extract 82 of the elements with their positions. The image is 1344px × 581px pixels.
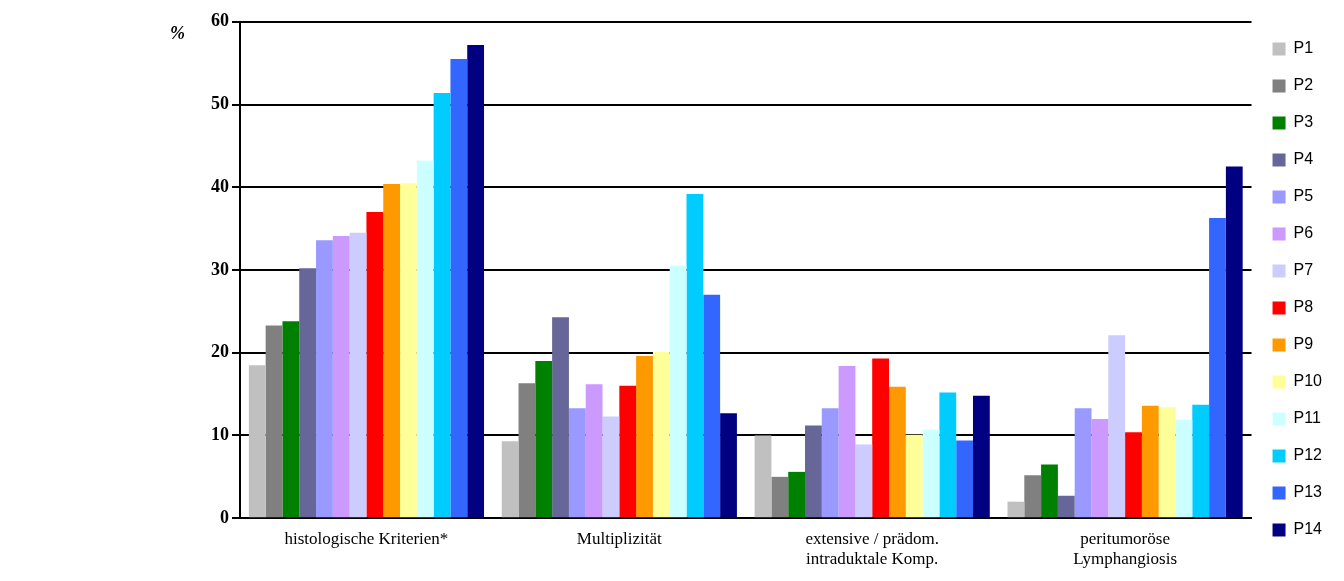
x-tick-label: peritumoröse Lymphangiosis — [1073, 528, 1178, 569]
legend-label: P6 — [1293, 224, 1314, 242]
bar — [349, 232, 367, 518]
legend-label: P1 — [1293, 39, 1314, 57]
bar — [602, 416, 620, 518]
bar — [905, 434, 923, 518]
legend-label: P11 — [1293, 409, 1321, 427]
bar — [1041, 464, 1058, 518]
bar — [1141, 405, 1159, 518]
bar — [720, 413, 737, 518]
y-tick-label: 60 — [211, 10, 229, 31]
bar — [366, 212, 384, 518]
bar — [585, 384, 603, 518]
bar — [1007, 501, 1025, 518]
bar — [416, 160, 434, 518]
bar — [265, 325, 283, 518]
bar — [1125, 432, 1142, 518]
bar — [1225, 166, 1243, 518]
bar — [855, 444, 873, 518]
bar — [1108, 335, 1126, 518]
y-tick-label: 30 — [211, 258, 229, 279]
bar — [872, 358, 890, 518]
legend-label: P5 — [1293, 187, 1314, 205]
bar — [669, 265, 687, 518]
bar — [552, 317, 569, 518]
legend-label: P4 — [1293, 150, 1314, 168]
bar — [771, 476, 789, 518]
x-tick-label: histologische Kriterien* — [284, 528, 449, 548]
legend-label: P14 — [1293, 520, 1323, 538]
bar — [652, 351, 670, 518]
legend-label: P2 — [1293, 76, 1314, 94]
bar — [788, 471, 806, 518]
legend-label: P7 — [1293, 261, 1314, 279]
bar — [1091, 418, 1109, 518]
y-tick-label: 20 — [211, 341, 229, 362]
bar — [973, 395, 990, 518]
bar — [299, 268, 317, 518]
bar — [501, 441, 519, 518]
legend-label: P8 — [1293, 298, 1314, 316]
x-tick-label: extensive / prädom. intraduktale Komp. — [805, 528, 940, 569]
bar — [400, 183, 417, 518]
bar — [636, 356, 653, 518]
bar — [248, 365, 266, 518]
x-tick-label: Multiplizität — [576, 528, 663, 548]
bar — [332, 236, 350, 518]
bar — [838, 365, 856, 518]
bar — [1024, 475, 1042, 518]
legend-label: P3 — [1293, 113, 1314, 131]
bar — [1209, 217, 1226, 518]
bar — [1158, 407, 1176, 518]
bar — [450, 59, 468, 518]
legend-label: P9 — [1293, 335, 1314, 353]
bar — [282, 321, 300, 518]
bar — [518, 383, 536, 518]
bar — [1074, 408, 1092, 518]
bar — [619, 385, 637, 518]
bar — [686, 193, 704, 518]
bar — [754, 435, 772, 518]
y-tick-label: 10 — [211, 424, 229, 445]
bar — [467, 44, 485, 518]
y-tick-label: 0 — [220, 506, 229, 527]
bar — [703, 294, 721, 518]
legend-label: P10 — [1293, 372, 1323, 390]
bar — [535, 361, 553, 518]
legend-label: P13 — [1293, 483, 1323, 501]
bar — [383, 183, 401, 518]
bar — [821, 408, 839, 518]
y-axis-title: % — [170, 23, 185, 44]
bar — [1192, 404, 1210, 518]
legend-label: P12 — [1293, 446, 1323, 464]
bar — [568, 408, 586, 518]
bar — [805, 425, 822, 518]
bar — [1175, 419, 1193, 518]
bar — [939, 392, 957, 518]
bar — [433, 92, 451, 518]
bar — [922, 429, 940, 518]
y-tick-label: 50 — [211, 93, 229, 114]
bar — [956, 440, 973, 518]
y-tick-label: 40 — [211, 175, 229, 196]
bar — [889, 386, 906, 518]
bar — [1057, 495, 1075, 518]
bar — [316, 240, 333, 518]
